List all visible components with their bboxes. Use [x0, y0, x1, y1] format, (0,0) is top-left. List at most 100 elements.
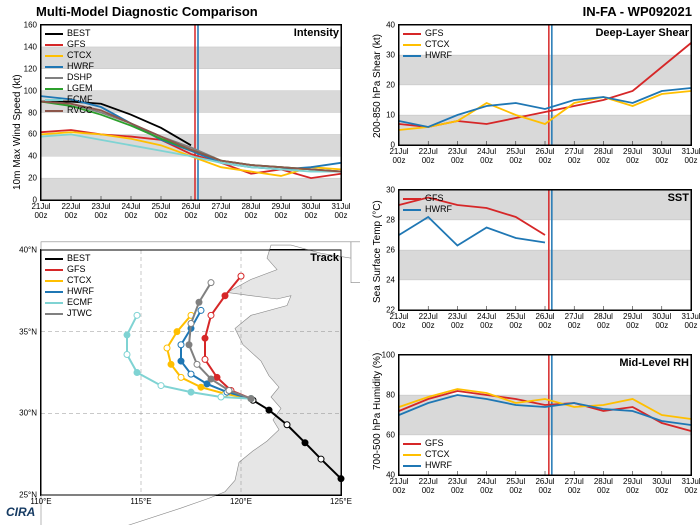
xtick-label: 29Jul00z	[623, 147, 642, 165]
legend-item: CTCX	[403, 39, 452, 50]
legend-label: CTCX	[425, 449, 450, 460]
xtick-label: 26Jul00z	[535, 147, 554, 165]
xtick-label: 28Jul00z	[594, 312, 613, 330]
legend-item: GFS	[403, 438, 452, 449]
legend-swatch	[45, 269, 63, 271]
xtick-label: 30Jul00z	[652, 312, 671, 330]
xtick-label: 23Jul00z	[448, 477, 467, 495]
legend-item: CTCX	[403, 449, 452, 460]
panel-shear: 01020304021Jul00z22Jul00z23Jul00z24Jul00…	[360, 20, 696, 175]
xtick-label: 30Jul00z	[301, 202, 320, 220]
xtick-label: 31Jul00z	[331, 202, 350, 220]
xtick-label: 31Jul00z	[681, 312, 700, 330]
legend-item: DSHP	[45, 72, 94, 83]
legend-swatch	[45, 44, 63, 46]
legend-item: GFS	[403, 193, 452, 204]
legend-item: BEST	[45, 28, 94, 39]
legend-item: ECMF	[45, 297, 94, 308]
legend-swatch	[45, 99, 63, 101]
legend-swatch	[45, 77, 63, 79]
legend-item: GFS	[403, 28, 452, 39]
ytick-label: 30	[365, 186, 395, 195]
xtick-label: 24Jul00z	[477, 477, 496, 495]
panel-subtitle: SST	[668, 192, 689, 204]
legend-swatch	[403, 198, 421, 200]
xtick-label: 26Jul00z	[535, 477, 554, 495]
legend-swatch	[403, 465, 421, 467]
legend-label: RVCC	[67, 105, 92, 116]
legend-swatch	[45, 302, 63, 304]
xtick-label: 21Jul00z	[389, 477, 408, 495]
legend-item: CTCX	[45, 275, 94, 286]
legend-label: GFS	[425, 28, 444, 39]
xtick-label: 30Jul00z	[652, 147, 671, 165]
legend-swatch	[45, 110, 63, 112]
xtick-label: 28Jul00z	[594, 477, 613, 495]
panel-subtitle: Track	[310, 252, 339, 264]
xtick-label: 25Jul00z	[506, 312, 525, 330]
xtick-label: 23Jul00z	[91, 202, 110, 220]
legend-item: GFS	[45, 39, 94, 50]
xtick-label: 22Jul00z	[419, 147, 438, 165]
panel-subtitle: Mid-Level RH	[619, 357, 689, 369]
ytick-label: 120	[7, 64, 37, 73]
xtick-label: 24Jul00z	[477, 312, 496, 330]
legend-swatch	[45, 88, 63, 90]
legend-swatch	[45, 258, 63, 260]
lon-tick-label: 120°E	[230, 497, 252, 506]
legend-swatch	[45, 291, 63, 293]
xtick-label: 31Jul00z	[681, 477, 700, 495]
panel-rh: 40608010021Jul00z22Jul00z23Jul00z24Jul00…	[360, 350, 696, 520]
legend-item: HWRF	[45, 61, 94, 72]
panel-legend: BESTGFSCTCXHWRFDSHPLGEMECMFRVCC	[45, 28, 94, 116]
xtick-label: 25Jul00z	[151, 202, 170, 220]
ytick-label: 160	[7, 21, 37, 30]
xtick-label: 25Jul00z	[506, 477, 525, 495]
xtick-label: 22Jul00z	[61, 202, 80, 220]
legend-swatch	[403, 55, 421, 57]
legend-item: GFS	[45, 264, 94, 275]
lat-tick-label: 25°N	[7, 491, 37, 500]
xtick-label: 27Jul00z	[565, 477, 584, 495]
legend-swatch	[403, 44, 421, 46]
legend-item: JTWC	[45, 308, 94, 319]
legend-label: GFS	[67, 264, 86, 275]
legend-swatch	[403, 443, 421, 445]
legend-label: HWRF	[425, 50, 452, 61]
legend-swatch	[45, 55, 63, 57]
legend-label: CTCX	[425, 39, 450, 50]
legend-label: CTCX	[67, 50, 92, 61]
xtick-label: 23Jul00z	[448, 147, 467, 165]
legend-swatch	[403, 209, 421, 211]
legend-label: CTCX	[67, 275, 92, 286]
shear-ylabel: 200-850 hPa Shear (kt)	[372, 34, 383, 138]
legend-label: DSHP	[67, 72, 92, 83]
xtick-label: 26Jul00z	[181, 202, 200, 220]
xtick-label: 24Jul00z	[121, 202, 140, 220]
legend-item: HWRF	[403, 50, 452, 61]
xtick-label: 22Jul00z	[419, 477, 438, 495]
xtick-label: 27Jul00z	[211, 202, 230, 220]
xtick-label: 30Jul00z	[652, 477, 671, 495]
legend-label: ECMF	[67, 297, 93, 308]
xtick-label: 26Jul00z	[535, 312, 554, 330]
legend-item: HWRF	[403, 460, 452, 471]
xtick-label: 21Jul00z	[31, 202, 50, 220]
panel-legend: GFSHWRF	[403, 193, 452, 215]
ytick-label: 40	[365, 21, 395, 30]
figure-title: Multi-Model Diagnostic Comparison	[36, 4, 258, 19]
panel-legend: GFSCTCXHWRF	[403, 438, 452, 471]
legend-swatch	[403, 454, 421, 456]
xtick-label: 28Jul00z	[594, 147, 613, 165]
legend-item: ECMF	[45, 94, 94, 105]
xtick-label: 21Jul00z	[389, 312, 408, 330]
legend-item: LGEM	[45, 83, 94, 94]
sst-ylabel: Sea Surface Temp (°C)	[372, 200, 383, 303]
legend-item: BEST	[45, 253, 94, 264]
legend-label: HWRF	[67, 61, 94, 72]
legend-item: HWRF	[403, 204, 452, 215]
legend-label: JTWC	[67, 308, 92, 319]
legend-label: GFS	[67, 39, 86, 50]
legend-label: HWRF	[425, 460, 452, 471]
lon-tick-label: 125°E	[330, 497, 352, 506]
